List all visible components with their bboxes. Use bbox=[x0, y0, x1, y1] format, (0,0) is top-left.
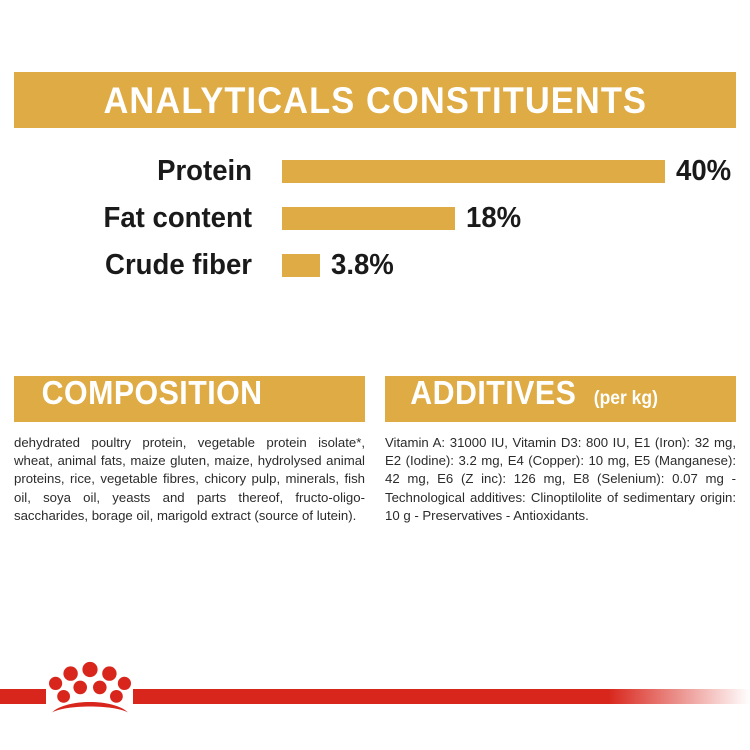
bar-group-protein: 40% bbox=[282, 157, 734, 186]
footer-bar-left bbox=[0, 689, 46, 704]
analytical-constituents-header-band: ANALYTICALS CONSTITUENTS bbox=[14, 72, 736, 128]
additives-panel: ADDITIVES (per kg) Vitamin A: 31000 IU, … bbox=[385, 376, 736, 525]
brand-footer-strip bbox=[0, 658, 750, 718]
bar-value-protein: 40% bbox=[676, 155, 732, 187]
chart-row: Crude fiber 3.8% bbox=[0, 242, 750, 289]
bar-crude-fiber bbox=[282, 254, 320, 277]
additives-subtitle: (per kg) bbox=[593, 388, 658, 409]
nutrient-label-protein: Protein bbox=[157, 155, 252, 187]
additives-header-band: ADDITIVES (per kg) bbox=[385, 376, 736, 422]
composition-panel: COMPOSITION dehydrated poultry protein, … bbox=[14, 376, 365, 525]
footer-bar-right bbox=[133, 689, 750, 704]
additives-title: ADDITIVES bbox=[410, 374, 577, 411]
bar-fat-content bbox=[282, 207, 455, 230]
info-panels: COMPOSITION dehydrated poultry protein, … bbox=[14, 376, 736, 525]
nutrient-label-fat-content: Fat content bbox=[103, 202, 253, 234]
bar-value-fat-content: 18% bbox=[466, 202, 522, 234]
page-title: ANALYTICALS CONSTITUENTS bbox=[103, 79, 647, 121]
bar-group-fat-content: 18% bbox=[282, 204, 524, 233]
bar-protein bbox=[282, 160, 665, 183]
chart-row: Protein 40% bbox=[0, 148, 750, 195]
composition-body-text: dehydrated poultry protein, vegetable pr… bbox=[14, 435, 365, 523]
bar-value-crude-fiber: 3.8% bbox=[331, 249, 394, 281]
nutrient-bar-chart: Protein 40% Fat content 18% Crude fiber … bbox=[0, 148, 750, 289]
chart-row: Fat content 18% bbox=[0, 195, 750, 242]
nutrient-label-crude-fiber: Crude fiber bbox=[105, 249, 253, 281]
additives-body-text: Vitamin A: 31000 IU, Vitamin D3: 800 IU,… bbox=[385, 435, 736, 523]
composition-header-band: COMPOSITION bbox=[14, 376, 365, 422]
bar-group-crude-fiber: 3.8% bbox=[282, 251, 397, 280]
composition-title: COMPOSITION bbox=[41, 374, 263, 411]
royal-canin-crown-logo bbox=[49, 661, 131, 713]
